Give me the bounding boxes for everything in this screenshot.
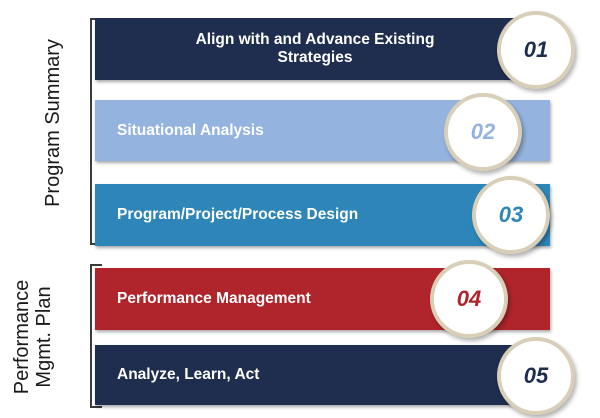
stage-number-circle-04: 04 bbox=[430, 260, 508, 338]
stage-text-03: Program/Project/Process Design bbox=[117, 206, 359, 223]
stage-text-01: Align with and Advance Existing Strategi… bbox=[195, 31, 435, 66]
stage-number-circle-02: 02 bbox=[444, 93, 522, 171]
stage-text-02: Situational Analysis bbox=[117, 121, 264, 139]
stage-number-01: 01 bbox=[523, 37, 549, 62]
stage-bar-03: Program/Project/Process Design bbox=[95, 184, 550, 246]
stage-number-02: 02 bbox=[470, 119, 496, 144]
stage-number-05: 05 bbox=[523, 363, 549, 388]
stage-text-05: Analyze, Learn, Act bbox=[117, 366, 260, 383]
stage-number-circle-03: 03 bbox=[472, 176, 550, 254]
group-bracket-performance-mgmt-plan bbox=[90, 264, 102, 408]
stage-bar-01: Align with and Advance Existing Strategi… bbox=[95, 18, 550, 80]
group-label-program-summary: Program Summary bbox=[42, 39, 64, 207]
stage-number-03: 03 bbox=[498, 202, 524, 227]
stage-bar-05: Analyze, Learn, Act bbox=[95, 345, 550, 405]
group-label-performance-mgmt-plan: Performance Mgmt. Plan bbox=[11, 279, 55, 395]
stage-number-circle-05: 05 bbox=[497, 337, 575, 415]
stage-text-04: Performance Management bbox=[117, 290, 311, 307]
stage-number-circle-01: 01 bbox=[497, 11, 575, 89]
stage-number-04: 04 bbox=[456, 286, 482, 311]
